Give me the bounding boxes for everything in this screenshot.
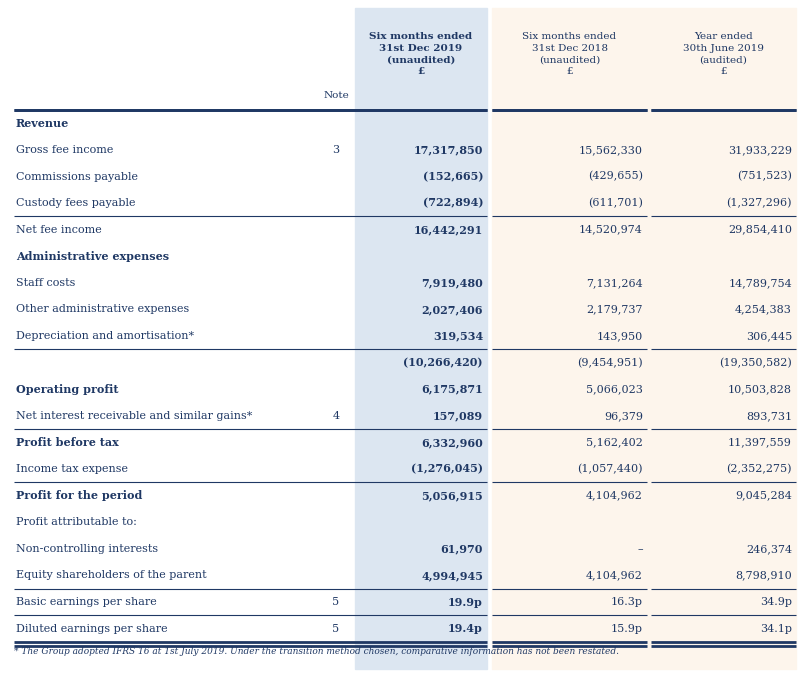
Text: 4,994,945: 4,994,945 — [421, 570, 483, 581]
Text: Staff costs: Staff costs — [16, 278, 75, 288]
Text: 5: 5 — [332, 624, 339, 634]
Text: 4,254,383: 4,254,383 — [735, 305, 792, 314]
Text: 15.9p: 15.9p — [611, 624, 643, 634]
Text: 6,175,871: 6,175,871 — [421, 383, 483, 395]
Text: Diluted earnings per share: Diluted earnings per share — [16, 624, 168, 634]
Text: 319,534: 319,534 — [433, 331, 483, 342]
Text: 7,919,480: 7,919,480 — [421, 277, 483, 288]
Text: Non-controlling interests: Non-controlling interests — [16, 544, 158, 554]
Text: Gross fee income: Gross fee income — [16, 145, 113, 155]
Text: 16.3p: 16.3p — [611, 597, 643, 607]
Text: 2,027,406: 2,027,406 — [421, 304, 483, 315]
Text: 5,056,915: 5,056,915 — [421, 490, 483, 501]
Text: 5,066,023: 5,066,023 — [586, 384, 643, 394]
Text: Revenue: Revenue — [16, 118, 69, 129]
Bar — [492, 8, 796, 669]
Text: 893,731: 893,731 — [746, 411, 792, 421]
Bar — [355, 8, 487, 669]
Text: 4,104,962: 4,104,962 — [586, 571, 643, 580]
Text: 17,317,850: 17,317,850 — [414, 144, 483, 156]
Text: 19.4p: 19.4p — [448, 623, 483, 634]
Text: 34.9p: 34.9p — [760, 597, 792, 607]
Text: 15,562,330: 15,562,330 — [579, 145, 643, 155]
Text: Six months ended
31st Dec 2019
(unaudited)
£: Six months ended 31st Dec 2019 (unaudite… — [369, 32, 472, 76]
Text: 96,379: 96,379 — [604, 411, 643, 421]
Text: 10,503,828: 10,503,828 — [728, 384, 792, 394]
Text: Net fee income: Net fee income — [16, 225, 102, 235]
Text: Other administrative expenses: Other administrative expenses — [16, 305, 190, 314]
Text: Year ended
30th June 2019
(audited)
£: Year ended 30th June 2019 (audited) £ — [683, 32, 764, 76]
Text: 157,089: 157,089 — [433, 410, 483, 421]
Text: Basic earnings per share: Basic earnings per share — [16, 597, 157, 607]
Text: 14,789,754: 14,789,754 — [728, 278, 792, 288]
Text: Profit before tax: Profit before tax — [16, 437, 119, 448]
Text: 11,397,559: 11,397,559 — [728, 438, 792, 447]
Text: (429,655): (429,655) — [588, 172, 643, 182]
Text: Custody fees payable: Custody fees payable — [16, 198, 135, 208]
Text: –: – — [637, 544, 643, 554]
Text: (19,350,582): (19,350,582) — [719, 357, 792, 368]
Text: Profit for the period: Profit for the period — [16, 490, 143, 501]
Text: Net interest receivable and similar gains*: Net interest receivable and similar gain… — [16, 411, 253, 421]
Text: Six months ended
31st Dec 2018
(unaudited)
£: Six months ended 31st Dec 2018 (unaudite… — [522, 32, 616, 76]
Text: 2,179,737: 2,179,737 — [586, 305, 643, 314]
Text: 6,332,960: 6,332,960 — [421, 437, 483, 448]
Text: (1,057,440): (1,057,440) — [578, 464, 643, 474]
Text: (152,665): (152,665) — [423, 171, 483, 182]
Text: (9,454,951): (9,454,951) — [578, 357, 643, 368]
Text: (751,523): (751,523) — [737, 172, 792, 182]
Text: Note: Note — [323, 91, 349, 100]
Text: 8,798,910: 8,798,910 — [735, 571, 792, 580]
Text: 31,933,229: 31,933,229 — [728, 145, 792, 155]
Text: Profit attributable to:: Profit attributable to: — [16, 517, 137, 528]
Text: Commissions payable: Commissions payable — [16, 172, 138, 182]
Text: 16,442,291: 16,442,291 — [414, 224, 483, 235]
Text: 306,445: 306,445 — [746, 331, 792, 341]
Text: 246,374: 246,374 — [746, 544, 792, 554]
Text: Equity shareholders of the parent: Equity shareholders of the parent — [16, 571, 207, 580]
Text: (1,327,296): (1,327,296) — [727, 198, 792, 209]
Text: (611,701): (611,701) — [588, 198, 643, 209]
Text: 143,950: 143,950 — [597, 331, 643, 341]
Text: * The Group adopted IFRS 16 at 1st July 2019. Under the transition method chosen: * The Group adopted IFRS 16 at 1st July … — [14, 647, 619, 656]
Text: 7,131,264: 7,131,264 — [586, 278, 643, 288]
Text: 9,045,284: 9,045,284 — [735, 490, 792, 501]
Text: 14,520,974: 14,520,974 — [579, 225, 643, 235]
Text: (10,266,420): (10,266,420) — [403, 357, 483, 368]
Text: 19.9p: 19.9p — [448, 597, 483, 608]
Text: 34.1p: 34.1p — [760, 624, 792, 634]
Text: (2,352,275): (2,352,275) — [727, 464, 792, 474]
Text: 5,162,402: 5,162,402 — [586, 438, 643, 447]
Text: (1,276,045): (1,276,045) — [411, 464, 483, 475]
Text: 4: 4 — [332, 411, 339, 421]
Text: Depreciation and amortisation*: Depreciation and amortisation* — [16, 331, 194, 341]
Text: 4,104,962: 4,104,962 — [586, 490, 643, 501]
Text: 3: 3 — [332, 145, 339, 155]
Text: 29,854,410: 29,854,410 — [728, 225, 792, 235]
Text: 61,970: 61,970 — [441, 543, 483, 554]
Text: Income tax expense: Income tax expense — [16, 464, 128, 474]
Text: Administrative expenses: Administrative expenses — [16, 251, 169, 262]
Text: Operating profit: Operating profit — [16, 383, 118, 395]
Text: 5: 5 — [332, 597, 339, 607]
Text: (722,894): (722,894) — [423, 198, 483, 209]
